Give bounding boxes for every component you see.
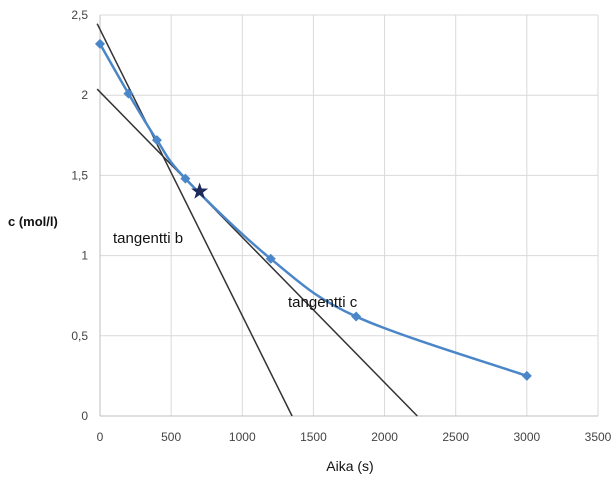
tangent-c-label: tangentti c: [288, 294, 358, 311]
x-tick-label: 0: [97, 430, 104, 444]
data-point-marker: [265, 253, 276, 264]
data-point-marker: [180, 173, 191, 184]
x-tick-label: 1000: [229, 430, 256, 444]
grid: [100, 14, 599, 416]
star-marker: [191, 182, 209, 199]
y-tick-label: 1,5: [71, 168, 88, 182]
tangent-lines: [96, 23, 418, 417]
y-axis-title: c (mol/l): [8, 214, 58, 229]
data-point-marker: [351, 311, 362, 322]
x-axis-title: Aika (s): [326, 458, 373, 474]
data-point-marker: [95, 38, 105, 49]
x-tick-label: 2000: [371, 430, 398, 444]
tangent-b-label: tangentti b: [113, 230, 183, 247]
data-point-marker: [123, 88, 134, 99]
data-point-marker: [151, 135, 162, 146]
x-tick-label: 3500: [585, 430, 612, 444]
labels: c (mol/l) Aika (s) tangentti b tangentti…: [8, 214, 374, 474]
y-tick-label: 2: [81, 88, 88, 102]
axes: 0 500 1000 1500 2000 2500 3000 3500 0 0,5 1 1,5 2 2,5: [71, 8, 611, 444]
y-tick-label: 1: [81, 249, 88, 263]
x-tick-label: 2500: [442, 430, 469, 444]
x-tick-label: 1500: [300, 430, 327, 444]
y-tick-label: 0,5: [71, 329, 88, 343]
x-tick-label: 3000: [514, 430, 541, 444]
y-tick-label: 0: [81, 409, 88, 423]
series-line: [98, 43, 528, 378]
x-tick-label: 500: [161, 430, 181, 444]
data-point-marker: [521, 370, 532, 381]
tangent-line-b: [96, 23, 293, 417]
tangent-line-c: [96, 88, 418, 417]
data-series: [95, 38, 532, 381]
y-tick-label: 2,5: [71, 8, 88, 22]
